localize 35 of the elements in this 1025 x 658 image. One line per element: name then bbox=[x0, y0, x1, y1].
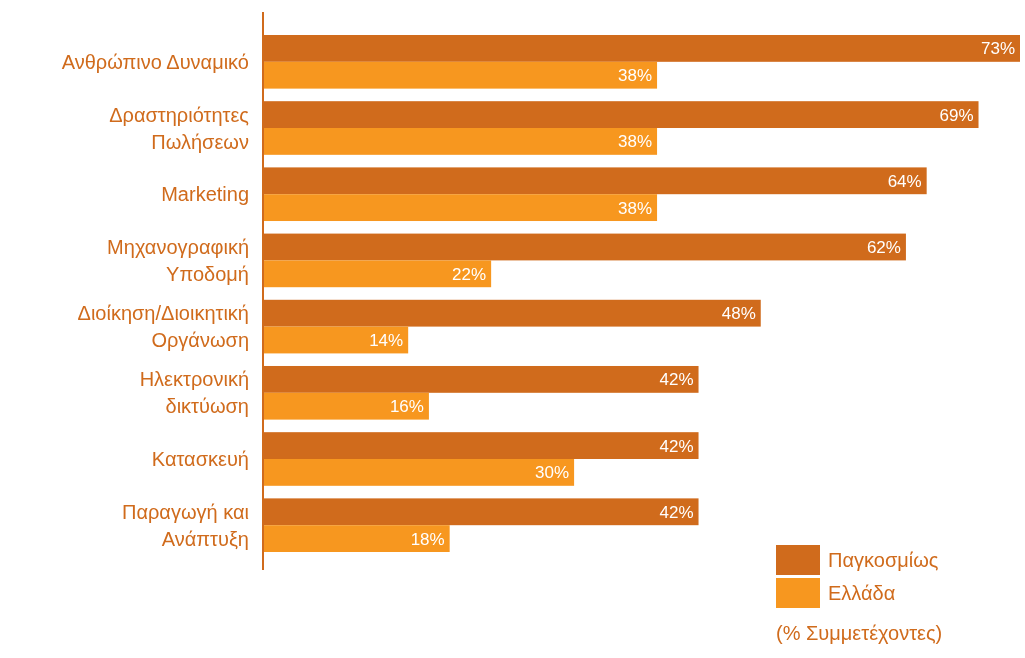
data-label: 38% bbox=[618, 198, 653, 218]
data-label: 22% bbox=[452, 264, 487, 284]
data-label: 16% bbox=[389, 397, 424, 417]
data-label: 62% bbox=[866, 237, 901, 257]
y-tick-label: Παραγωγή και Ανάπτυξη bbox=[121, 500, 249, 550]
data-label: 69% bbox=[939, 105, 974, 125]
text: (% Συμμετέχοντες) bbox=[776, 622, 943, 644]
y-tick-label: Διοίκηση/Διοικητική Οργάνωση bbox=[77, 302, 249, 352]
data-label: 30% bbox=[535, 463, 570, 483]
bar bbox=[263, 61, 658, 89]
bar bbox=[263, 128, 658, 155]
legend-label: Ελλάδα bbox=[828, 582, 896, 604]
legend-label: Παγκοσμίως bbox=[828, 549, 939, 571]
data-label: 48% bbox=[721, 304, 756, 324]
y-tick-label: Μηχανογραφική Υποδομή bbox=[107, 235, 249, 285]
y-tick-label: Δραστηριότητες Πωλήσεων bbox=[109, 103, 250, 153]
bar bbox=[263, 458, 575, 486]
data-label: 42% bbox=[659, 370, 694, 390]
data-label: 64% bbox=[887, 171, 922, 191]
bar bbox=[263, 392, 429, 420]
bar bbox=[263, 260, 492, 288]
data-label: 18% bbox=[410, 529, 445, 549]
data-label: 73% bbox=[980, 39, 1015, 59]
y-tick-label: Ανθρώπινο Δυναμικό bbox=[61, 50, 249, 73]
data-label: 38% bbox=[618, 132, 653, 152]
y-tick-label: Marketing bbox=[161, 183, 249, 206]
bar bbox=[263, 194, 658, 222]
data-label: 42% bbox=[659, 502, 694, 522]
data-label: 14% bbox=[369, 330, 404, 350]
bar bbox=[263, 525, 450, 552]
data-label: 38% bbox=[618, 66, 653, 86]
data-label: 42% bbox=[659, 436, 694, 456]
bar bbox=[263, 326, 409, 354]
y-tick-label: Κατασκευή bbox=[151, 447, 249, 470]
y-tick-label: Ηλεκτρονική δικτύωση bbox=[139, 368, 249, 418]
